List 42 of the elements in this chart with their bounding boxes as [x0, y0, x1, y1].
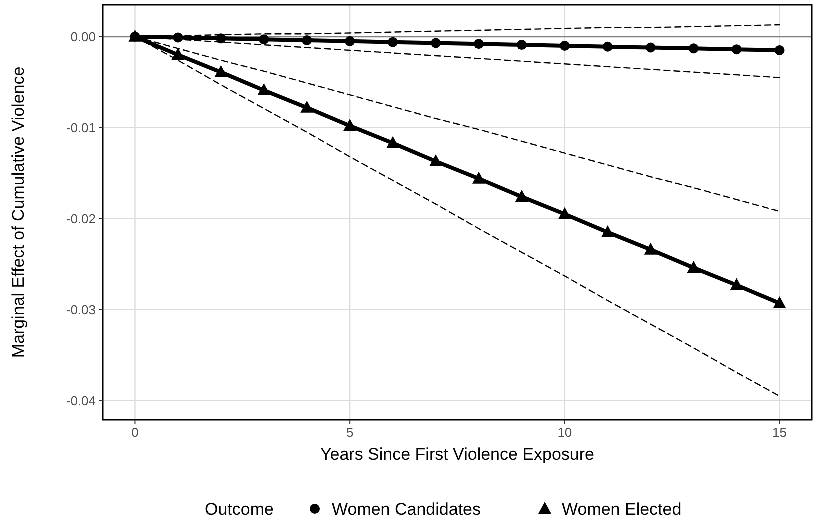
legend-label: Women Elected: [562, 500, 682, 519]
point: [300, 100, 314, 113]
point: [558, 207, 572, 220]
point: [646, 42, 656, 53]
point: [214, 65, 228, 78]
x-tick-label: 10: [558, 425, 572, 440]
point: [601, 226, 614, 238]
y-tick-label: -0.02: [66, 211, 96, 226]
point: [172, 48, 185, 60]
x-tick-label: 5: [346, 425, 354, 440]
point: [474, 39, 484, 50]
point: [730, 278, 744, 290]
y-tick-label: -0.01: [66, 120, 96, 136]
point: [344, 119, 357, 132]
point: [259, 34, 270, 45]
point: [644, 242, 658, 255]
point: [560, 40, 570, 51]
point: [388, 37, 398, 48]
point: [386, 136, 400, 148]
point: [687, 261, 700, 274]
y-tick-label: -0.03: [66, 302, 96, 318]
point: [431, 38, 442, 48]
x-axis-title: Years Since First Violence Exposure: [320, 445, 595, 464]
y-tick-label: -0.04: [66, 393, 96, 408]
y-tick-label: 0.00: [70, 29, 96, 44]
legend-title: Outcome: [205, 500, 274, 519]
point: [515, 190, 528, 202]
point: [258, 84, 271, 96]
point: [302, 35, 312, 46]
x-tick-label: 0: [132, 425, 139, 440]
point: [516, 40, 527, 50]
point: [774, 46, 785, 56]
point: [602, 42, 613, 52]
point: [472, 172, 486, 184]
point: [732, 44, 742, 55]
point: [430, 154, 443, 167]
point: [773, 296, 786, 309]
legend-label: Women Candidates: [332, 500, 481, 519]
y-axis-title: Marginal Effect of Cumulative Violence: [9, 66, 28, 358]
point: [688, 44, 699, 54]
x-tick-label: 15: [772, 425, 788, 440]
point: [345, 36, 356, 46]
